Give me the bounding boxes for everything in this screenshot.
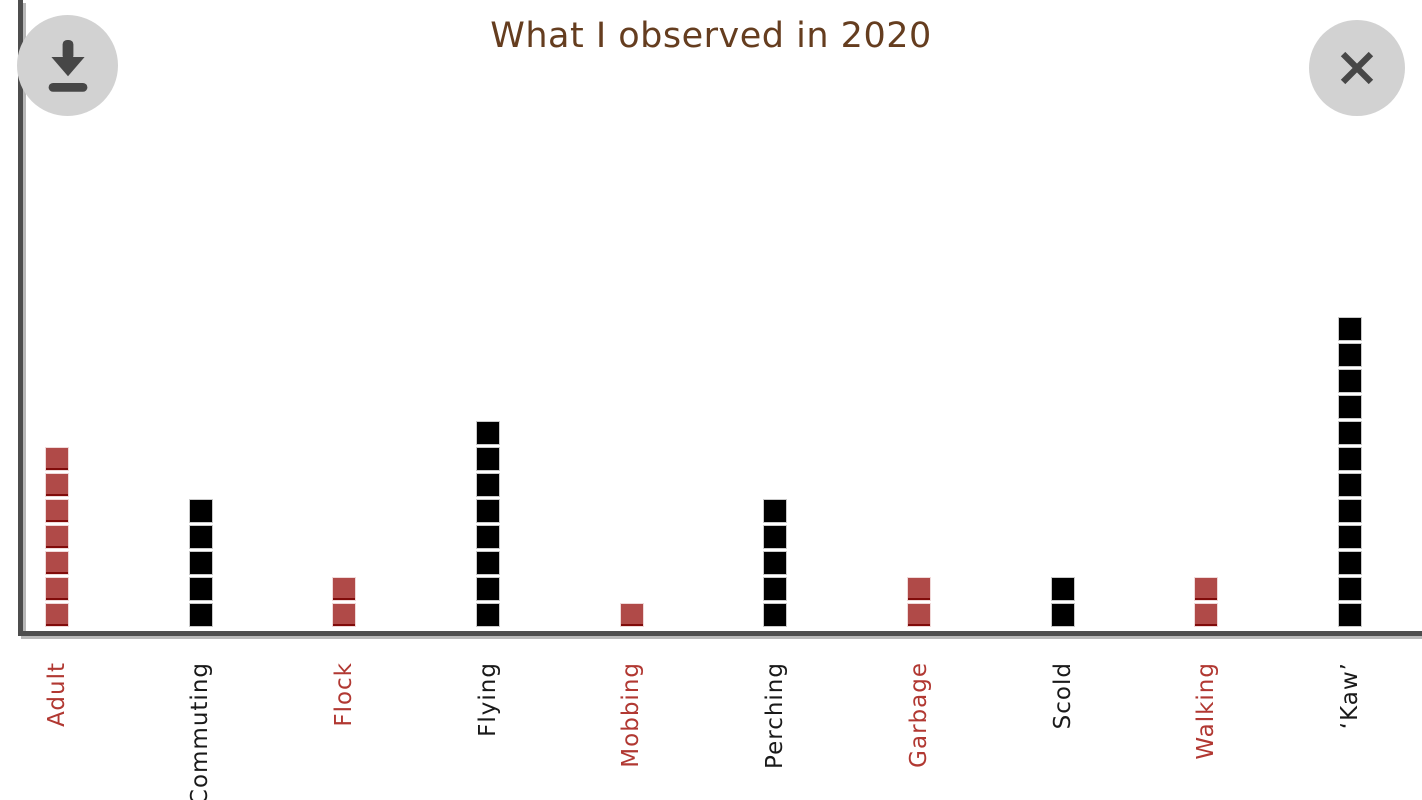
unit-square [763,499,788,523]
unit-square [1194,603,1219,627]
chart-title: What I observed in 2020 [490,16,932,56]
x-tick-cell: ‘Kaw’ [1278,662,1422,800]
unit-square [188,525,213,549]
unit-square [763,525,788,549]
unit-square [332,577,357,601]
close-icon [1331,42,1383,94]
unit-square [475,421,500,445]
unit-square [907,603,932,627]
bar-column-mobbing [560,600,704,631]
unit-square [475,603,500,627]
unit-square [1338,369,1363,393]
unit-square [1338,421,1363,445]
x-tick-label: Garbage [905,662,932,768]
bar-column-commuting [129,496,273,631]
unit-square [1338,551,1363,575]
unit-square [44,473,69,497]
unit-square [1050,577,1075,601]
close-button[interactable] [1309,20,1405,116]
unit-square [1050,603,1075,627]
download-icon [41,37,95,95]
x-tick-cell: Mobbing [560,662,704,800]
unit-square [475,551,500,575]
unit-square [475,525,500,549]
unit-square [763,551,788,575]
x-tick-cell: Perching [704,662,848,800]
x-tick-label: Adult [43,662,70,727]
download-button[interactable] [17,15,118,116]
unit-square [763,577,788,601]
unit-square [188,551,213,575]
x-tick-label: Mobbing [618,662,645,768]
unit-square [1338,317,1363,341]
bar-column-adult [0,444,129,631]
x-axis-labels: Adult Commuting Flock Flying Mobbing Perching… [0,662,1422,800]
unit-square [907,577,932,601]
bar-column-flock [272,574,416,631]
unit-square [763,603,788,627]
unit-square [188,577,213,601]
unit-square [188,603,213,627]
bar-column-scold [991,574,1135,631]
unit-square [1338,499,1363,523]
x-tick-label: Flock [331,662,358,727]
unit-square [1338,525,1363,549]
unit-square [44,551,69,575]
unit-square [1338,395,1363,419]
unit-square [44,525,69,549]
x-tick-label: ‘Kaw’ [1336,662,1363,730]
plot-area [0,314,1422,631]
unit-square [475,577,500,601]
x-tick-cell: Walking [1135,662,1279,800]
unit-square [1338,447,1363,471]
unit-square [1338,577,1363,601]
x-tick-cell: Adult [0,662,129,800]
unit-square [44,499,69,523]
x-tick-cell: Garbage [847,662,991,800]
unit-square [1338,343,1363,367]
y-axis-line [18,0,23,636]
unit-square [1194,577,1219,601]
bar-column-flying [416,418,560,631]
bar-column-walking [1135,574,1279,631]
bar-column-kaw [1278,314,1422,631]
unit-square [475,499,500,523]
x-tick-label: Flying [474,662,501,737]
bar-column-perching [704,496,848,631]
unit-square [1338,473,1363,497]
unit-square [44,577,69,601]
unit-square [619,603,644,627]
x-tick-cell: Flying [416,662,560,800]
unit-square [475,447,500,471]
x-tick-cell: Scold [991,662,1135,800]
unit-square [475,473,500,497]
x-tick-label: Walking [1193,662,1220,760]
x-tick-label: Commuting [187,662,214,800]
x-tick-cell: Flock [272,662,416,800]
x-tick-label: Scold [1049,662,1076,730]
unit-square [332,603,357,627]
x-tick-cell: Commuting [129,662,273,800]
unit-square [1338,603,1363,627]
x-axis-line [18,631,1422,636]
x-tick-label: Perching [762,662,789,769]
unit-square [44,603,69,627]
unit-square [44,447,69,471]
bar-column-garbage [847,574,991,631]
unit-square [188,499,213,523]
